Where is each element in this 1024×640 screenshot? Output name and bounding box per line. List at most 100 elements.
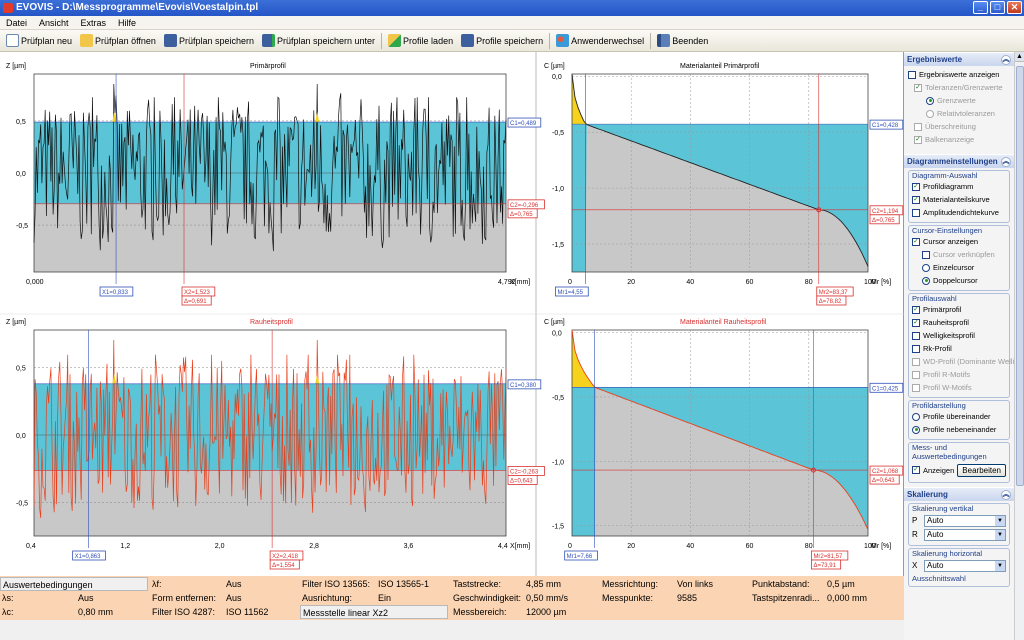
rk-profile-checkbox[interactable]: Rk-Profil — [912, 342, 1006, 355]
edit-conditions-button[interactable]: Bearbeiten — [957, 463, 1006, 477]
maximize-button[interactable]: □ — [990, 1, 1005, 14]
results-section-header[interactable]: Ergebniswerte ︽ — [904, 52, 1014, 66]
x-tick-label: 1,2 — [120, 543, 130, 550]
load-profiles-button[interactable]: Profile laden — [384, 32, 457, 50]
save-profiles-button[interactable]: Profile speichern — [457, 32, 547, 50]
p-scale-select[interactable]: Auto ▼ — [924, 514, 1006, 527]
w-motifs-checkbox[interactable]: Profil W-Motifs — [912, 381, 1006, 394]
checkbox-label: Anzeigen — [923, 465, 955, 475]
checkbox-icon — [912, 208, 920, 217]
group-title: Skalierung horizontal — [912, 549, 983, 558]
relative-limits-radio[interactable]: Relativtoleranzen — [908, 107, 1010, 120]
tast-label: Taststrecke: — [453, 579, 502, 589]
mr2-delta-readout: Δ=73,91 — [813, 563, 836, 569]
profile-display-group: Profildarstellung Profile übereinander P… — [908, 400, 1010, 440]
scrollbar-thumb[interactable] — [1016, 66, 1024, 486]
amplitude-density-checkbox[interactable]: Amplitudendichtekurve — [912, 206, 1006, 219]
primary-profile-checkbox[interactable]: ✓ Primärprofil — [912, 303, 1006, 316]
window-title: EVOVIS - D:\Messprogramme\Evovis\Voestal… — [16, 2, 259, 13]
double-cursor-radio[interactable]: Doppelcursor — [912, 274, 1006, 287]
c2-delta-readout: Δ=0,765 — [510, 212, 533, 218]
scroll-up-icon[interactable]: ▲ — [1015, 52, 1024, 62]
single-cursor-radio[interactable]: Einzelcursor — [912, 261, 1006, 274]
stacked-radio[interactable]: Profile übereinander — [912, 410, 1006, 423]
x-tick-label: 0,4 — [26, 543, 36, 550]
chevron-down-icon[interactable]: ▼ — [995, 560, 1005, 571]
side-by-side-radio[interactable]: Profile nebeneinander — [912, 423, 1006, 436]
show-cursor-checkbox[interactable]: ✓ Cursor anzeigen — [912, 235, 1006, 248]
roughness-profile-checkbox[interactable]: ✓ Rauheitsprofil — [912, 316, 1006, 329]
x-tick-label: 60 — [746, 543, 754, 550]
exit-button[interactable]: Beenden — [653, 32, 712, 50]
checkbox-label: Rk-Profil — [923, 344, 952, 353]
show-conditions-checkbox[interactable]: ✓ Anzeigen — [912, 466, 954, 475]
profile-load-icon — [388, 34, 402, 47]
open-plan-button[interactable]: Prüfplan öffnen — [76, 32, 160, 50]
section-title: Ergebniswerte — [907, 55, 963, 64]
points-label: Messpunkte: — [602, 593, 654, 603]
r-motifs-checkbox[interactable]: Profil R-Motifs — [912, 368, 1006, 381]
waviness-profile-checkbox[interactable]: Welligkeitsprofil — [912, 329, 1006, 342]
select-label: X — [912, 561, 918, 570]
checkbox-label: Toleranzen/Grenzwerte — [925, 83, 1003, 92]
menu-extras[interactable]: Extras — [80, 18, 107, 28]
lc-label: λc: — [2, 607, 14, 617]
group-title: Profildarstellung — [912, 401, 966, 410]
checkbox-label: Profil R-Motifs — [923, 370, 971, 379]
x-tick-label: 20 — [627, 279, 635, 286]
r-scale-select[interactable]: Auto ▼ — [924, 528, 1006, 541]
vertical-scaling-group: Skalierung vertikal P Auto ▼ R Auto ▼ — [908, 503, 1010, 546]
menu-hilfe[interactable]: Hilfe — [118, 18, 137, 28]
sidebar-scrollbar[interactable]: ▲ — [1014, 52, 1024, 640]
close-button[interactable]: ✕ — [1007, 1, 1022, 14]
menu-datei[interactable]: Datei — [6, 18, 28, 28]
collapse-icon[interactable]: ︽ — [1001, 157, 1011, 167]
minimize-button[interactable]: _ — [973, 1, 988, 14]
chevron-down-icon[interactable]: ▼ — [995, 529, 1005, 540]
diagram-section-header[interactable]: Diagrammeinstellungen ︽ — [904, 154, 1014, 168]
collapse-icon[interactable]: ︽ — [1001, 55, 1011, 65]
profile-diagram-checkbox[interactable]: ✓ Profildiagramm — [912, 180, 1006, 193]
bar-display-checkbox[interactable]: ✓ Balkenanzeige — [908, 133, 1010, 146]
x-scale-select[interactable]: Auto ▼ — [924, 559, 1006, 572]
group-title: Cursor-Einstellungen — [912, 226, 983, 235]
link-cursor-checkbox[interactable]: Cursor verknüpfen — [912, 248, 1006, 261]
y-tick-label: -1,5 — [552, 524, 564, 531]
measuring-location: Messstelle linear Xz2 — [300, 605, 448, 619]
collapse-icon[interactable]: ︽ — [1001, 490, 1011, 500]
tolerances-checkbox[interactable]: ✓ Toleranzen/Grenzwerte — [908, 81, 1010, 94]
c1-readout-box — [869, 119, 904, 130]
switch-user-button[interactable]: Anwenderwechsel — [552, 32, 648, 50]
exceedance-checkbox[interactable]: Überschreitung — [908, 120, 1010, 133]
show-results-checkbox[interactable]: Ergebniswerte anzeigen — [908, 68, 1010, 81]
x-tick-label: 80 — [805, 543, 813, 550]
c2-readout: C2=-0,296 — [510, 203, 539, 209]
menu-ansicht[interactable]: Ansicht — [39, 18, 69, 28]
save-plan-as-button[interactable]: Prüfplan speichern unter — [258, 32, 379, 50]
bearing-curve-checkbox[interactable]: ✓ Materialanteilskurve — [912, 193, 1006, 206]
x-tick-label: 4,4 — [498, 543, 508, 550]
toolbar-label: Prüfplan neu — [21, 35, 73, 46]
limits-radio[interactable]: Grenzwerte — [908, 94, 1010, 107]
y-tick-label: 0,5 — [16, 119, 26, 126]
x2-delta-readout: Δ=0,691 — [184, 299, 207, 305]
new-doc-icon — [6, 34, 19, 47]
wd-profile-checkbox[interactable]: WD-Profil (Dominante Welligkeit) — [912, 355, 1014, 368]
y-tick-label: -0,5 — [16, 500, 28, 507]
toolbar-label: Profile laden — [403, 35, 454, 46]
chevron-down-icon[interactable]: ▼ — [995, 515, 1005, 526]
radio-icon — [912, 412, 920, 421]
scaling-section-header[interactable]: Skalierung ︽ — [904, 487, 1014, 501]
new-plan-button[interactable]: Prüfplan neu — [2, 32, 76, 50]
checkbox-label: Materialanteilskurve — [923, 195, 990, 204]
y-axis-label: C [µm] — [544, 319, 565, 326]
checkbox-label: Cursor anzeigen — [923, 237, 979, 246]
speed-label: Geschwindigkeit: — [453, 593, 522, 603]
lc-value: 0,80 mm — [78, 607, 114, 617]
group-title: Mess- und Auswertebedingungen — [912, 443, 987, 461]
status-panel: Auswertebedingungen λs: Aus λc: 0,80 mm … — [0, 576, 904, 640]
chart-title: Primärprofil — [250, 63, 286, 70]
checkbox-label: Rauheitsprofil — [923, 318, 969, 327]
checkbox-icon — [914, 122, 922, 131]
save-plan-button[interactable]: Prüfplan speichern — [160, 32, 258, 50]
